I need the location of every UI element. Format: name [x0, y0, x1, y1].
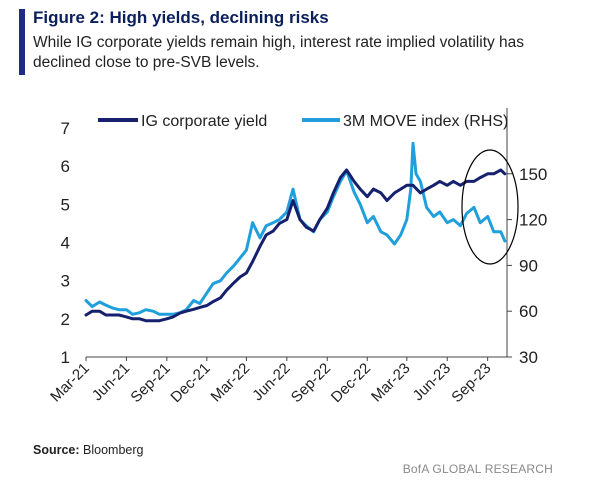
y-tick-label: 2	[61, 310, 70, 329]
title-accent-bar	[19, 9, 25, 75]
series-line-move-index	[84, 141, 507, 316]
figure-subtitle: While IG corporate yields remain high, i…	[33, 34, 525, 71]
x-tick-label: Mar-23	[368, 360, 414, 406]
chart: 1234567306090120150Mar-21Jun-21Sep-21Dec…	[47, 108, 547, 406]
x-tick-label: Dec-21	[167, 360, 213, 406]
legend-label-ig: IG corporate yield	[141, 113, 267, 130]
y2-tick-label: 60	[519, 302, 538, 321]
y2-tick-label: 30	[519, 348, 538, 367]
brand-label: BofA GLOBAL RESEARCH	[402, 462, 553, 476]
x-tick-label: Mar-21	[47, 360, 93, 406]
y-tick-label: 6	[61, 157, 70, 176]
x-tick-label: Sep-23	[448, 360, 494, 406]
x-tick-label: Mar-22	[208, 360, 254, 406]
source-label: Source:	[33, 443, 80, 457]
series-line-ig-corporate-yield	[84, 168, 507, 323]
x-tick-label: Jun-22	[249, 360, 293, 404]
y2-tick-label: 90	[519, 256, 538, 275]
source-note: Source: Bloomberg	[33, 443, 143, 457]
y-tick-label: 3	[61, 272, 70, 291]
y2-tick-label: 120	[519, 211, 547, 230]
x-tick-label: Jun-23	[410, 360, 454, 404]
y-tick-label: 1	[61, 348, 70, 367]
y2-tick-label: 150	[519, 165, 547, 184]
x-tick-label: Sep-22	[288, 360, 334, 406]
annotation-ellipse	[461, 149, 519, 265]
x-tick-label: Sep-21	[127, 360, 173, 406]
y-tick-label: 7	[61, 119, 70, 138]
figure-title: Figure 2: High yields, declining risks	[33, 8, 329, 27]
legend-label-move: 3M MOVE index (RHS)	[343, 113, 508, 130]
x-tick-label: Jun-21	[89, 360, 133, 404]
x-tick-label: Dec-22	[328, 360, 374, 406]
y-tick-label: 4	[61, 234, 70, 253]
source-value: Bloomberg	[83, 443, 144, 457]
y-tick-label: 5	[61, 195, 70, 214]
